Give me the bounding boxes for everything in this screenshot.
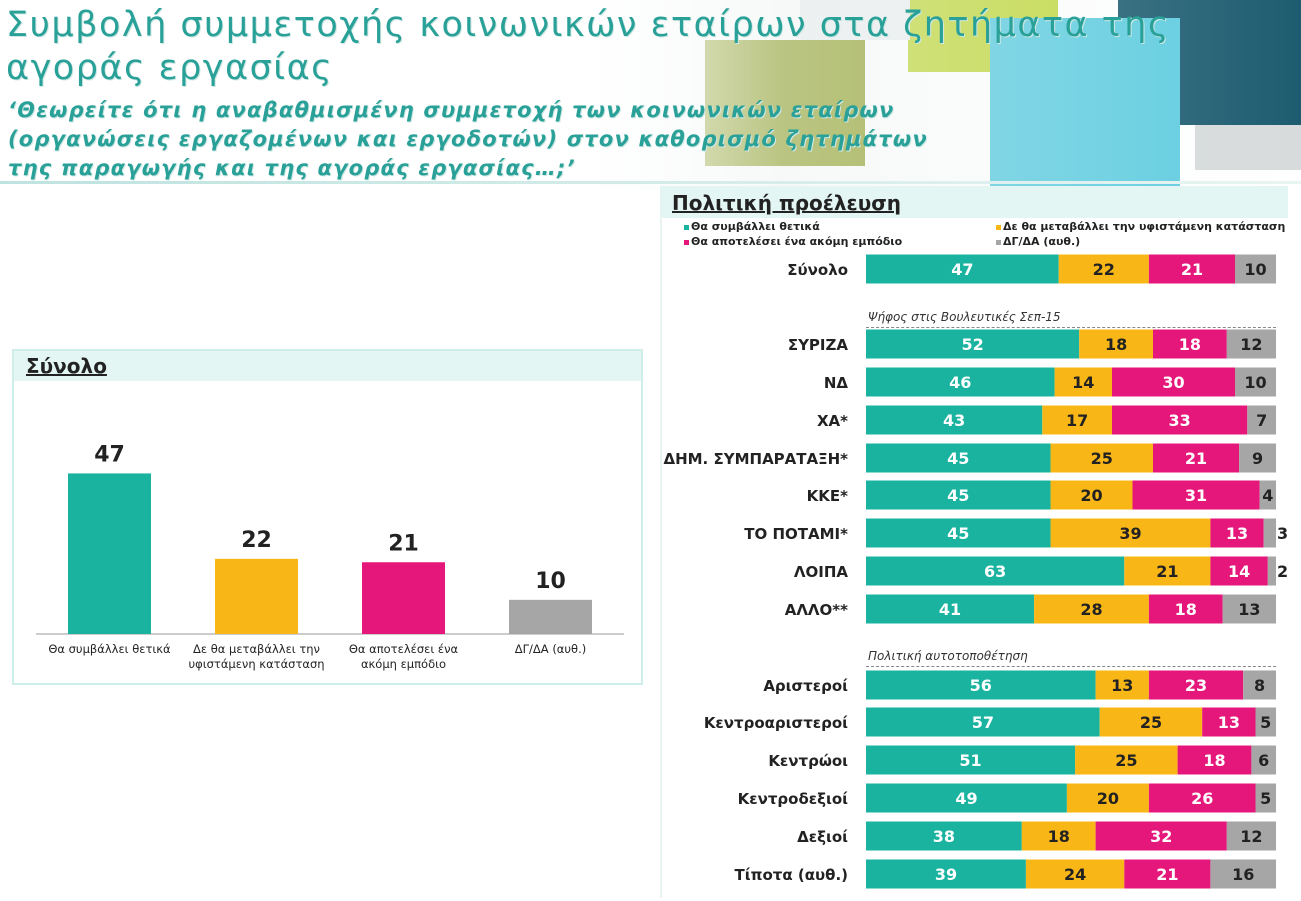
bar-obstacle — [362, 562, 445, 634]
page-title: Συμβολή συμμετοχής κοινωνικών εταίρων στ… — [6, 5, 1171, 88]
category-label-line: Δε θα μεταβάλλει την — [193, 642, 320, 656]
category-label-no-change: Δε θα μεταβάλλει την υφιστάμενη κατάσταση — [188, 642, 324, 671]
legend-label-positive: Θα συμβάλλει θετικά — [691, 220, 820, 233]
category-label-obstacle: Θα αποτελέσει ένα ακόμη εμπόδιο — [349, 642, 459, 671]
legend-item-dk: ΔΓ/ΔΑ (αυθ.) — [996, 235, 1080, 248]
legend-swatch-no-change — [996, 224, 1001, 230]
survey-question: ‘Θεωρείτε ότι η αναβαθμισμένη συμμετοχή … — [8, 98, 928, 180]
category-label-line: ακόμη εμπόδιο — [361, 657, 446, 671]
category-label-line: Θα αποτελέσει ένα — [349, 642, 459, 656]
section-label-vote: Ψήφος στις Βουλευτικές Σεπ-15 — [868, 310, 1061, 324]
total-chart-title: Σύνολο — [26, 354, 107, 378]
section-label-ideology: Πολιτική αυτοτοποθέτηση — [868, 649, 1028, 663]
header-fade — [0, 0, 1301, 190]
legend-swatch-dk — [996, 239, 1001, 245]
bar-positive — [68, 473, 151, 634]
political-origin-title: Πολιτική προέλευση — [672, 191, 902, 215]
bar-dk — [509, 599, 592, 634]
category-label-positive: Θα συμβάλλει θετικά — [48, 642, 171, 656]
bar-no-change — [215, 558, 298, 634]
political-origin-panel — [660, 186, 1290, 898]
data-label-no-change: 22 — [241, 528, 272, 553]
total-chart-panel: Σύνολο 47 Θα συμβάλλει θετικά 22 Δε θα μετα… — [12, 349, 643, 685]
category-label-line: Θα συμβάλλει θετικά — [48, 642, 171, 656]
total-column-chart: 47 Θα συμβάλλει θετικά 22 Δε θα μεταβάλλει … — [36, 442, 624, 671]
category-label-line: ΔΓ/ΔΑ (αυθ.) — [515, 642, 586, 656]
total-chart-header — [14, 351, 641, 381]
legend-label-obstacle: Θα αποτελέσει ένα ακόμη εμπόδιο — [691, 235, 903, 248]
political-origin-header — [661, 186, 1288, 218]
header-divider — [0, 181, 1301, 184]
section-divider-ideology — [866, 666, 1276, 667]
category-label-dk: ΔΓ/ΔΑ (αυθ.) — [515, 642, 586, 656]
legend-swatch-obstacle — [684, 239, 689, 245]
data-label-obstacle: 21 — [388, 531, 419, 556]
category-label-line: υφιστάμενη κατάσταση — [188, 657, 324, 671]
legend-label-no-change: Δε θα μεταβάλλει την υφιστάμενη κατάστασ… — [1003, 220, 1286, 233]
legend-item-positive: Θα συμβάλλει θετικά — [684, 220, 820, 233]
data-label-positive: 47 — [94, 442, 125, 467]
legend-item-obstacle: Θα αποτελέσει ένα ακόμη εμπόδιο — [684, 235, 902, 248]
legend-item-no-change: Δε θα μεταβάλλει την υφιστάμενη κατάστασ… — [996, 220, 1285, 233]
legend-swatch-positive — [684, 224, 689, 230]
section-divider-vote — [866, 327, 1276, 328]
legend-label-dk: ΔΓ/ΔΑ (αυθ.) — [1003, 235, 1081, 248]
data-label-dk: 10 — [535, 569, 566, 594]
